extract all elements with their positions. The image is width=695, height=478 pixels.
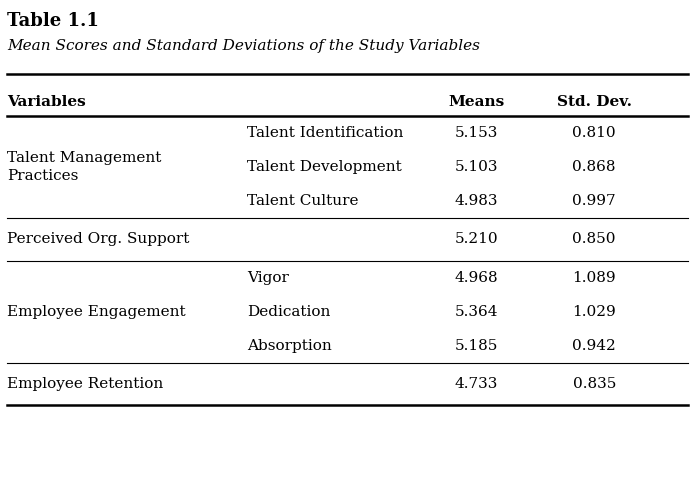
Text: Absorption: Absorption — [247, 339, 332, 353]
Text: 5.153: 5.153 — [455, 126, 498, 140]
Text: Mean Scores and Standard Deviations of the Study Variables: Mean Scores and Standard Deviations of t… — [7, 39, 480, 53]
Text: Employee Engagement: Employee Engagement — [7, 305, 186, 319]
Text: 0.868: 0.868 — [573, 160, 616, 174]
Text: 1.029: 1.029 — [573, 305, 616, 319]
Text: 5.185: 5.185 — [455, 339, 498, 353]
Text: Employee Retention: Employee Retention — [7, 377, 163, 391]
Text: 5.364: 5.364 — [455, 305, 498, 319]
Text: Talent Development: Talent Development — [247, 160, 402, 174]
Text: Perceived Org. Support: Perceived Org. Support — [7, 232, 189, 247]
Text: 0.835: 0.835 — [573, 377, 616, 391]
Text: Variables: Variables — [7, 95, 85, 109]
Text: 0.810: 0.810 — [573, 126, 616, 140]
Text: Talent Identification: Talent Identification — [247, 126, 403, 140]
Text: 0.942: 0.942 — [573, 339, 616, 353]
Text: Table 1.1: Table 1.1 — [7, 12, 99, 30]
Text: 4.733: 4.733 — [455, 377, 498, 391]
Text: Means: Means — [448, 95, 504, 109]
Text: 5.210: 5.210 — [455, 232, 498, 247]
Text: Talent Management
Practices: Talent Management Practices — [7, 151, 161, 183]
Text: Vigor: Vigor — [247, 271, 288, 284]
Text: 0.997: 0.997 — [573, 195, 616, 208]
Text: 0.850: 0.850 — [573, 232, 616, 247]
Text: 1.089: 1.089 — [573, 271, 616, 284]
Text: 4.983: 4.983 — [455, 195, 498, 208]
Text: Std. Dev.: Std. Dev. — [557, 95, 632, 109]
Text: 4.968: 4.968 — [455, 271, 498, 284]
Text: Talent Culture: Talent Culture — [247, 195, 358, 208]
Text: Dedication: Dedication — [247, 305, 330, 319]
Text: 5.103: 5.103 — [455, 160, 498, 174]
